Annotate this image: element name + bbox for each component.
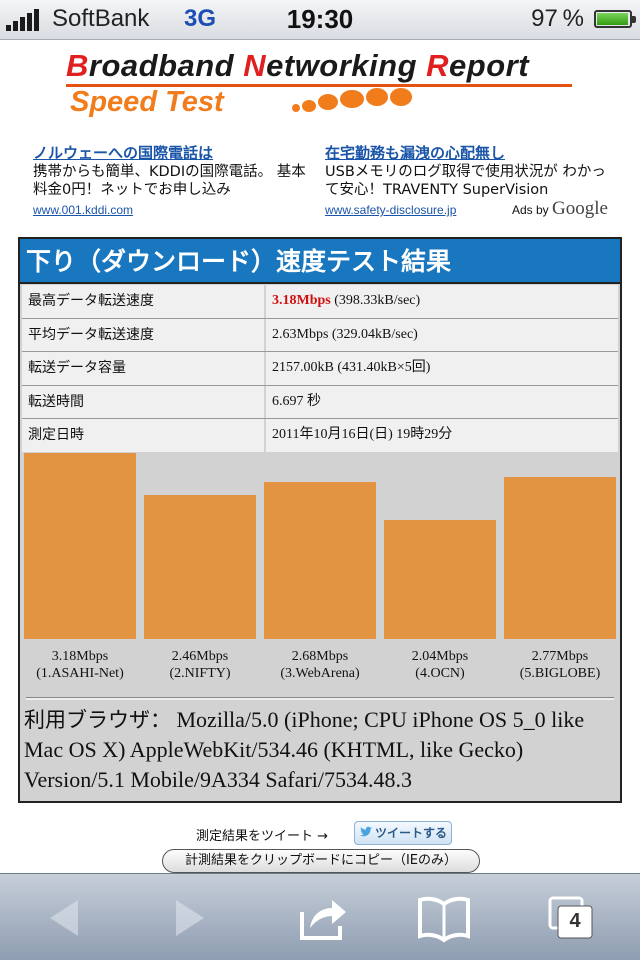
share-icon[interactable] — [292, 890, 352, 946]
bar-value-label: 2.04Mbps — [411, 649, 469, 664]
chart-bar-label: 2.68Mbps (3.WebArena) — [264, 648, 376, 682]
bar-category-label: (5.BIGLOBE) — [519, 666, 601, 681]
ad-body: 携帯からも簡単、KDDIの国際電話。 基本料金0円！ネットでお申し込み — [33, 164, 306, 198]
table-row: 転送時間 6.697 秒 — [22, 385, 618, 420]
row-label: 測定日時 — [22, 419, 266, 452]
table-row: 平均データ転送速度 2.63Mbps (329.04kB/sec) — [22, 318, 618, 353]
row-value: 3.18Mbps (398.33kB/sec) — [266, 285, 618, 318]
ad-body: USBメモリのログ取得で使用状況が わかって安心！TRAVENTY SuperV… — [325, 164, 606, 198]
row-value: 6.697 秒 — [266, 385, 618, 419]
chart-bar-label: 3.18Mbps (1.ASAHI-Net) — [24, 648, 136, 682]
ad-url[interactable]: www.001.kddi.com — [33, 203, 134, 217]
row-value: 2011年10月16日(日) 19時29分 — [266, 419, 618, 452]
bar-category-label: (1.ASAHI-Net) — [36, 666, 124, 681]
tweet-button[interactable]: ツイートする — [354, 821, 452, 845]
bar-category-label: (2.NIFTY) — [169, 666, 231, 681]
chart-bar-label: 2.04Mbps (4.OCN) — [384, 648, 496, 682]
ad-block-2[interactable]: 在宅勤務も漏洩の心配無し USBメモリのログ取得で使用状況が わかって安心！TR… — [325, 144, 610, 219]
chart-bar-label: 2.77Mbps (5.BIGLOBE) — [504, 648, 616, 682]
tabs-icon[interactable] — [540, 890, 600, 946]
site-logo-title[interactable]: Broadband Networking Report — [66, 48, 530, 83]
speed-test-result-panel: 下り（ダウンロード）速度テスト結果 最高データ転送速度 3.18Mbps (39… — [18, 237, 622, 803]
table-row: 転送データ容量 2157.00kB (431.40kB×5回) — [22, 352, 618, 386]
chart-bar — [24, 453, 136, 639]
battery-percent: 97 % — [531, 5, 584, 32]
chart-bar — [504, 477, 616, 639]
chart-bar-label: 2.46Mbps (2.NIFTY) — [144, 648, 256, 682]
copy-to-clipboard-button[interactable]: 計測結果をクリップボードにコピー（IEのみ） — [162, 849, 480, 873]
result-table: 最高データ転送速度 3.18Mbps (398.33kB/sec) 平均データ転… — [22, 285, 618, 452]
table-row: 測定日時 2011年10月16日(日) 19時29分 — [22, 419, 618, 452]
divider — [26, 697, 614, 700]
chart-bar — [264, 482, 376, 639]
result-title: 下り（ダウンロード）速度テスト結果 — [20, 239, 620, 284]
ad-headline[interactable]: ノルウェーへの国際電話は — [33, 144, 214, 162]
bar-value-label: 2.46Mbps — [171, 649, 229, 664]
battery-icon — [594, 10, 636, 28]
bar-value-label: 2.77Mbps — [531, 649, 589, 664]
bookmarks-icon[interactable] — [414, 890, 474, 946]
speed-comparison-chart: 3.18Mbps (1.ASAHI-Net) 2.46Mbps (2.NIFTY) 2.… — [20, 451, 620, 691]
carrier-name: SoftBank — [52, 5, 150, 32]
table-row: 最高データ転送速度 3.18Mbps (398.33kB/sec) — [22, 285, 618, 319]
back-arrow-icon[interactable] — [34, 890, 94, 946]
ad-headline[interactable]: 在宅勤務も漏洩の心配無し — [325, 144, 506, 162]
chart-bar — [144, 495, 256, 639]
browser-info: 利用ブラウザ： Mozilla/5.0 (iPhone; CPU iPhone … — [24, 707, 585, 792]
row-value: 2.63Mbps (329.04kB/sec) — [266, 318, 618, 352]
status-time: 19:30 — [286, 4, 354, 34]
status-bar: SoftBank 3G 19:30 97 % — [0, 0, 640, 40]
bar-category-label: (3.WebArena) — [280, 666, 360, 681]
browser-toolbar: 4 — [0, 873, 640, 960]
ad-url[interactable]: www.safety-disclosure.jp — [325, 203, 457, 217]
bar-value-label: 2.68Mbps — [291, 649, 349, 664]
row-value: 2157.00kB (431.40kB×5回) — [266, 352, 618, 385]
row-label: 転送時間 — [22, 385, 266, 419]
bar-category-label: (4.OCN) — [415, 666, 465, 681]
forward-arrow-icon[interactable] — [160, 890, 220, 946]
tweet-prompt: 測定結果をツイート → — [196, 829, 329, 844]
row-label: 転送データ容量 — [22, 352, 266, 385]
logo-underline — [66, 84, 572, 87]
ad-block-1[interactable]: ノルウェーへの国際電話は 携帯からも簡単、KDDIの国際電話。 基本料金0円！ネ… — [33, 144, 315, 219]
bar-value-label: 3.18Mbps — [51, 649, 109, 664]
ads-by-google[interactable]: Ads by Google — [512, 198, 608, 219]
signal-strength-icon — [6, 9, 39, 31]
logo-dots-decoration — [292, 88, 422, 120]
row-label: 平均データ転送速度 — [22, 318, 266, 352]
row-label: 最高データ転送速度 — [22, 285, 266, 318]
tab-count: 4 — [569, 910, 581, 932]
site-logo-subtitle: Speed Test — [70, 86, 224, 118]
twitter-bird-icon — [360, 826, 372, 837]
network-type: 3G — [184, 5, 217, 32]
chart-bar — [384, 520, 496, 639]
